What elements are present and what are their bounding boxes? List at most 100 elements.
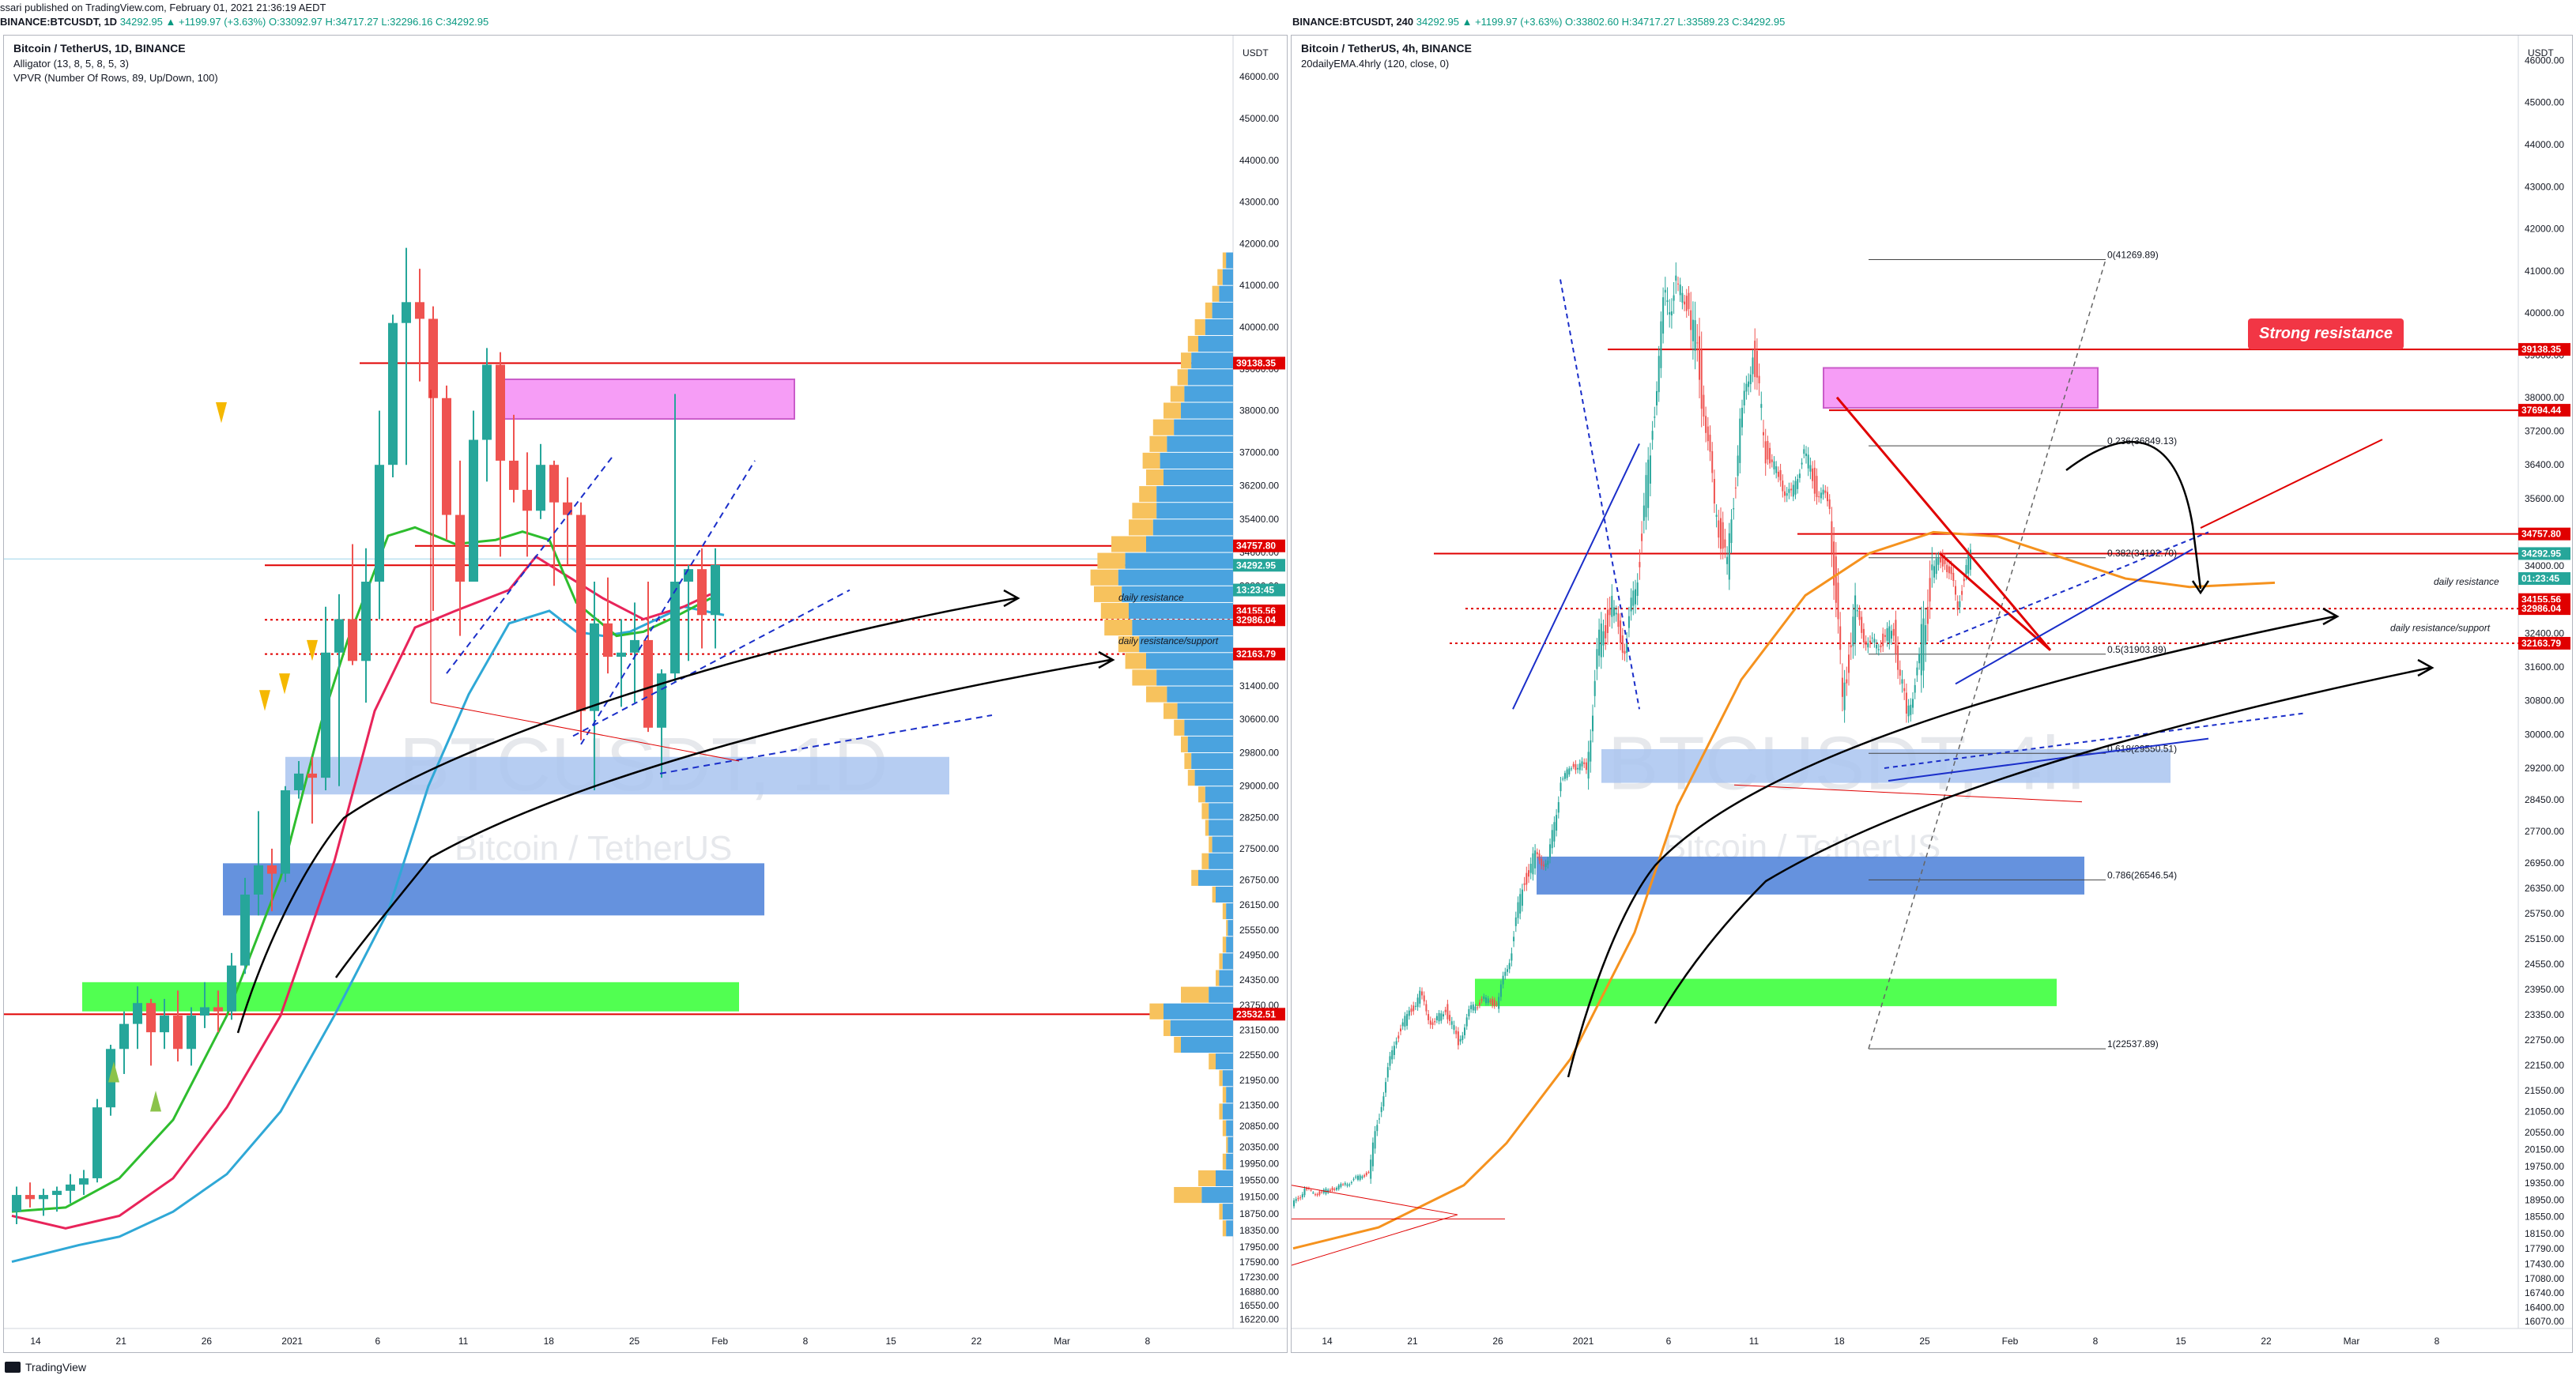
candle-body xyxy=(1726,556,1729,564)
candle-body xyxy=(1805,453,1807,457)
y-tick-label: 24950.00 xyxy=(1239,950,1279,961)
left-indicator-alligator[interactable]: Alligator (13, 8, 5, 8, 5, 3) xyxy=(13,58,129,70)
tradingview-footer[interactable]: TradingView xyxy=(5,1361,86,1374)
x-tick-label: 26 xyxy=(1492,1336,1503,1347)
candle-body xyxy=(187,1016,196,1049)
left-indicator-vpvr[interactable]: VPVR (Number Of Rows, 89, Up/Down, 100) xyxy=(13,72,218,84)
candle-body xyxy=(590,623,599,711)
candle-body xyxy=(1651,431,1654,440)
candle-body xyxy=(1892,628,1895,636)
alligator-lips-line xyxy=(11,526,711,1213)
candle-body xyxy=(12,1195,21,1212)
candle-body xyxy=(1733,508,1735,510)
candle-body xyxy=(442,398,451,515)
candle-body xyxy=(1699,336,1700,380)
volume-profile-down-bar xyxy=(1226,1136,1228,1153)
candle-body xyxy=(1536,852,1538,855)
candle-body xyxy=(1547,861,1549,865)
price-tag-label: 01:23:45 xyxy=(2521,573,2559,584)
axis-currency-label: USDT xyxy=(2528,47,2554,58)
candle-body xyxy=(1737,455,1739,477)
x-tick-label: 25 xyxy=(1919,1336,1930,1347)
candle-body xyxy=(92,1107,102,1178)
candle-body xyxy=(1920,624,1922,676)
tradingview-brand: TradingView xyxy=(25,1361,87,1374)
fib-level-label: 0.5(31903.89) xyxy=(2107,644,2167,655)
right-chart-panel[interactable]: 46000.00 45000.00 44000.00 43000.00 42000.00… xyxy=(1291,35,2573,1353)
candle-body xyxy=(1658,356,1660,393)
left-chart-panel[interactable]: 46000.00 45000.00 44000.00 43000.00 42000.00… xyxy=(3,35,1288,1353)
right-chart-svg[interactable]: 46000.00 45000.00 44000.00 43000.00 42000.00… xyxy=(1292,36,2572,1352)
candle-body xyxy=(1880,645,1882,648)
candle-body xyxy=(1449,1015,1451,1021)
candle-body xyxy=(1577,767,1579,770)
candle-body xyxy=(1450,1021,1453,1025)
candle-body xyxy=(1592,715,1593,732)
volume-profile-up-bar xyxy=(1209,820,1233,836)
candle-body xyxy=(1620,620,1622,643)
candle-body xyxy=(1707,426,1709,442)
candle-body xyxy=(1822,489,1824,495)
candle-body xyxy=(1730,519,1733,544)
y-tick-label: 32400.00 xyxy=(2525,627,2564,639)
right-indicator-ema[interactable]: 20dailyEMA.4hrly (120, close, 0) xyxy=(1301,58,1450,70)
volume-profile-down-bar xyxy=(1094,586,1122,602)
candle-body xyxy=(1758,375,1760,384)
candle-body xyxy=(1867,643,1869,648)
candle-body xyxy=(66,1184,75,1191)
candle-body xyxy=(1513,936,1515,942)
candle-body xyxy=(603,623,613,658)
y-tick-label: 40000.00 xyxy=(1239,322,1279,333)
candle-body xyxy=(1386,1067,1389,1078)
left-chart-svg[interactable]: 46000.00 45000.00 44000.00 43000.00 42000.00… xyxy=(4,36,1287,1352)
candle-body xyxy=(1654,416,1656,418)
volume-profile-up-bar xyxy=(1194,770,1233,786)
fib-level-label: 0.382(34192.70) xyxy=(2107,548,2177,559)
candle-body xyxy=(39,1195,48,1200)
candle-body xyxy=(455,514,465,582)
candle-body xyxy=(1660,321,1662,368)
fib-level-label: 0(41269.89) xyxy=(2107,249,2159,260)
candle-body xyxy=(1357,1175,1359,1180)
candle-body xyxy=(1784,491,1786,496)
candle-body xyxy=(1606,609,1609,634)
candle-body xyxy=(522,489,532,511)
candle-body xyxy=(1937,557,1940,565)
candle-body xyxy=(1523,883,1526,885)
volume-profile-up-bar xyxy=(1156,503,1233,519)
candle-body xyxy=(1346,1184,1348,1186)
candle-body xyxy=(1709,435,1711,452)
candle-body xyxy=(1950,567,1952,575)
x-tick-label: 8 xyxy=(803,1336,809,1347)
pink-supply-zone xyxy=(500,378,795,420)
candle-body xyxy=(1641,533,1643,541)
y-tick-label: 19550.00 xyxy=(1239,1175,1279,1186)
candle-body xyxy=(1852,616,1854,646)
channel-lower-dashed xyxy=(572,589,850,737)
candle-body xyxy=(1492,998,1494,1006)
candle-body xyxy=(1498,997,1500,1009)
up-fractal-marker xyxy=(108,1061,119,1083)
y-tick-label: 29800.00 xyxy=(1239,747,1279,758)
candle-body xyxy=(1824,490,1827,493)
candle-body xyxy=(1410,1008,1412,1012)
y-tick-label: 22750.00 xyxy=(2525,1034,2564,1046)
candle-body xyxy=(1340,1184,1342,1187)
left-ohlc: 34292.95 ▲ +1199.97 (+3.63%) O:33092.97 … xyxy=(119,16,489,28)
candle-body xyxy=(1794,480,1797,495)
y-tick-label: 29000.00 xyxy=(1239,781,1279,792)
candle-body xyxy=(1903,688,1906,692)
left-chart-title: Bitcoin / TetherUS, 1D, BINANCE xyxy=(13,42,186,55)
y-tick-label: 21950.00 xyxy=(1239,1075,1279,1086)
y-tick-label: 46000.00 xyxy=(1239,71,1279,82)
y-tick-label: 45000.00 xyxy=(2525,97,2564,108)
candle-body xyxy=(1572,763,1575,767)
candle-body xyxy=(1664,289,1666,293)
candle-body xyxy=(1593,680,1596,696)
volume-profile-up-bar xyxy=(1226,1153,1233,1170)
candle-body xyxy=(1812,468,1814,481)
candle-body xyxy=(1801,462,1803,465)
candle-body xyxy=(1400,1028,1401,1032)
volume-profile-up-bar xyxy=(1129,602,1233,620)
volume-profile-down-bar xyxy=(1219,1103,1223,1120)
